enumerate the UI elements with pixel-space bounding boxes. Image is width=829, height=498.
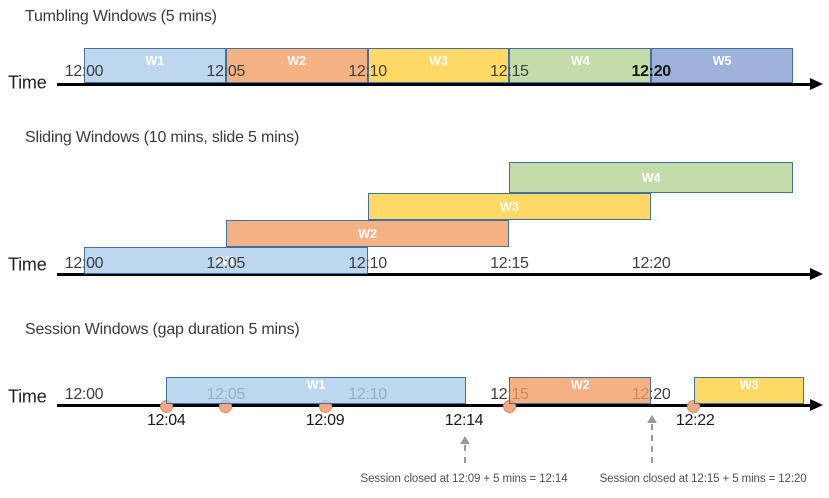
axis-arrow-icon xyxy=(810,268,823,280)
timeline-axis-session xyxy=(57,404,810,407)
window-box-sliding-w1 xyxy=(84,247,368,274)
window-box-sliding-w2 xyxy=(225,220,510,247)
window-label: W4 xyxy=(641,170,661,185)
axis-tick-label: 12:00 xyxy=(64,385,104,403)
timeline-axis-tumbling xyxy=(57,83,810,86)
axis-arrow-icon xyxy=(810,78,823,90)
window-label: W1 xyxy=(306,378,326,392)
window-label: W2 xyxy=(358,226,377,241)
axis-tick-label: 12:05 xyxy=(206,63,246,80)
window-label: W3 xyxy=(429,54,448,68)
window-label: W5 xyxy=(712,54,732,68)
window-label: W4 xyxy=(570,54,590,68)
axis-arrow-icon xyxy=(810,399,823,411)
window-label: W2 xyxy=(287,54,307,68)
window-box-tumbling-w4 xyxy=(509,48,652,83)
window-label: W3 xyxy=(500,199,519,214)
window-label: W3 xyxy=(739,378,759,392)
window-label: W2 xyxy=(570,378,590,392)
window-box-tumbling-w5 xyxy=(651,48,793,83)
window-label: W1 xyxy=(216,253,236,268)
event-time-label: 12:04 xyxy=(146,412,186,429)
axis-tick-label: 12:20 xyxy=(631,63,671,80)
axis-tick-label: 12:00 xyxy=(64,63,104,80)
window-box-session-w1 xyxy=(166,377,466,404)
axis-tick-label: 12:15 xyxy=(490,63,529,80)
axis-label-time: Time xyxy=(8,254,47,275)
event-time-label: 12:09 xyxy=(305,412,345,429)
session-closed-annotation: Session closed at 12:09 + 5 mins = 12:14 xyxy=(360,472,568,485)
session-close-arrow-shaft xyxy=(650,424,653,463)
axis-tick-label: 12:05 xyxy=(206,254,246,272)
axis-label-time: Time xyxy=(8,72,47,93)
axis-tick-label: 12:00 xyxy=(64,254,104,272)
axis-tick-label: 12:10 xyxy=(348,254,387,272)
window-label: W1 xyxy=(145,54,165,68)
section-title-session: Session Windows (gap duration 5 mins) xyxy=(25,321,300,338)
axis-label-time: Time xyxy=(8,386,47,407)
event-time-label: 12:14 xyxy=(444,412,484,429)
window-box-tumbling-w1 xyxy=(84,48,226,83)
section-title-tumbling: Tumbling Windows (5 mins) xyxy=(25,8,217,25)
timeline-axis-sliding xyxy=(57,273,810,276)
event-time-label: 12:22 xyxy=(675,412,715,429)
session-close-arrow-icon xyxy=(646,415,657,423)
window-box-tumbling-w2 xyxy=(225,48,368,83)
session-close-arrow-icon xyxy=(459,436,470,444)
section-title-sliding: Sliding Windows (10 mins, slide 5 mins) xyxy=(25,129,300,146)
axis-tick-label: 12:20 xyxy=(631,254,671,272)
axis-tick-label: 12:15 xyxy=(490,254,529,272)
window-box-session-w2 xyxy=(509,377,652,404)
axis-tick-label: 12:10 xyxy=(348,63,387,80)
session-close-arrow-shaft xyxy=(463,445,466,463)
window-box-tumbling-w3 xyxy=(367,48,510,83)
window-box-sliding-w4 xyxy=(509,162,793,193)
window-box-session-w3 xyxy=(693,377,805,404)
window-box-sliding-w3 xyxy=(367,193,652,220)
session-closed-annotation: Session closed at 12:15 + 5 mins = 12:20 xyxy=(599,472,807,485)
